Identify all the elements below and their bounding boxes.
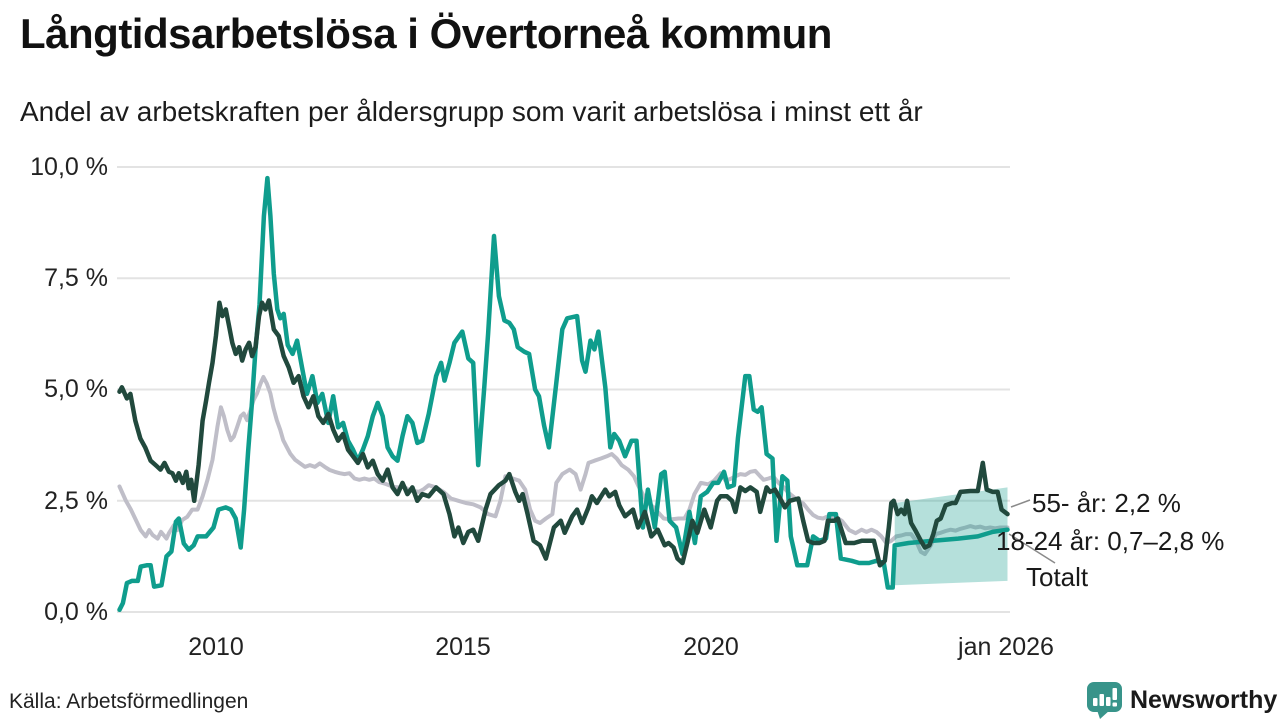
page-subtitle: Andel av arbetskraften per åldersgrupp s… [20, 96, 923, 127]
series-label-18-24: 18-24 år: 0,7–2,8 % [996, 526, 1225, 556]
connector-totalt [1008, 533, 1056, 564]
connector-55 [1010, 499, 1031, 508]
series-label-totalt: Totalt [1026, 562, 1089, 592]
y-tick-0: 0,0 % [44, 598, 108, 626]
newsworthy-logo: Newsworthy [1086, 681, 1277, 719]
series-line-18-24 [117, 175, 1010, 613]
series-label-55: 55- år: 2,2 % [1032, 488, 1181, 518]
y-tick-2-5: 2,5 % [44, 487, 108, 515]
y-tick-5: 5,0 % [44, 375, 108, 403]
gridlines [117, 166, 1010, 613]
x-tick-jan-2026: jan 2026 [958, 633, 1054, 661]
y-tick-10: 10,0 % [30, 153, 108, 181]
y-tick-7-5: 7,5 % [44, 264, 108, 292]
source-note: Källa: Arbetsförmedlingen [9, 690, 249, 713]
uncertainty-band [894, 487, 1008, 586]
page-title: Långtidsarbetslösa i Övertorneå kommun [20, 10, 832, 57]
x-tick-2015: 2015 [435, 633, 491, 661]
x-tick-2010: 2010 [188, 633, 244, 661]
line-18-24 år [117, 175, 1010, 613]
x-tick-2020: 2020 [683, 633, 739, 661]
newsworthy-icon [1087, 682, 1122, 719]
series-line-totalt [117, 375, 1010, 557]
forecast-band-18-24 [894, 487, 1008, 586]
line-Totalt [117, 375, 1010, 557]
line-55- år [117, 298, 1010, 568]
label-connectors [1008, 499, 1056, 564]
series-line-55 [117, 298, 1010, 568]
newsworthy-wordmark: Newsworthy [1130, 685, 1278, 714]
